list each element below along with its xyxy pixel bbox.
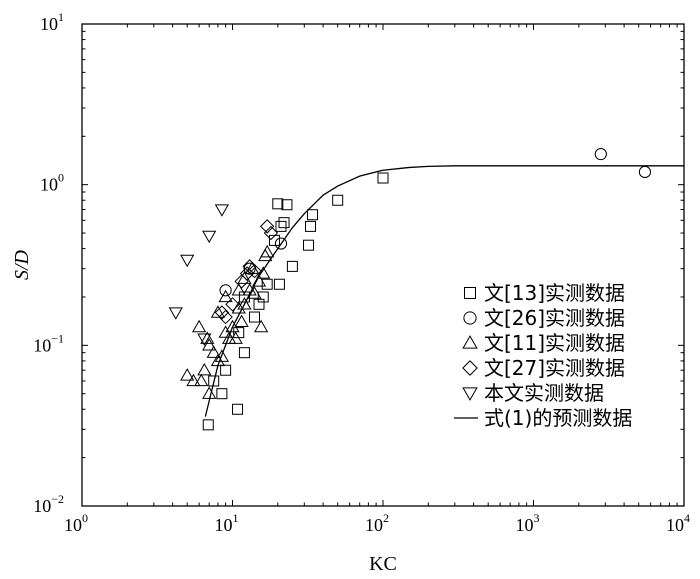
diamond-marker: [218, 309, 233, 325]
diamond-marker: [263, 225, 279, 241]
triangle-up-marker: [180, 368, 195, 381]
square-marker: [253, 298, 265, 310]
triangle-up-marker: [251, 274, 267, 287]
triangle-up-marker: [197, 362, 212, 376]
square-marker: [303, 239, 315, 251]
legend-triangle-down-swatch: [462, 387, 478, 401]
y-tick-label: 101: [40, 10, 64, 34]
x-tick-label: 102: [365, 511, 389, 535]
x-tick-label: 101: [215, 511, 239, 535]
triangle-up-marker: [228, 331, 243, 344]
y-axis-label: S/D: [11, 249, 33, 280]
triangle-up-marker: [202, 386, 217, 399]
y-tick-label: 100: [40, 171, 64, 195]
diamond-marker: [225, 297, 240, 312]
triangle-up-marker: [210, 353, 226, 367]
legend-label: 式(1)的预测数据: [484, 406, 632, 430]
square-marker: [306, 209, 318, 221]
square-marker: [248, 311, 260, 323]
legend-label: 文[13]实测数据: [484, 281, 625, 305]
legend-label: 文[26]实测数据: [484, 306, 625, 330]
y-tick-label: 10−1: [33, 331, 64, 355]
axis-ticks: [81, 24, 684, 507]
triangle-up-marker: [192, 319, 207, 333]
square-marker: [202, 419, 214, 431]
tick-labels: 100 101 102 103 104 10−2 10−1 100 101: [33, 10, 690, 535]
y-tick-label: 10−2: [33, 492, 64, 516]
square-marker: [273, 278, 285, 290]
legend-label: 本文实测数据: [484, 381, 604, 405]
legend-label: 文[11]实测数据: [484, 331, 625, 355]
square-marker: [208, 375, 220, 387]
triangle-down-marker: [214, 204, 229, 217]
legend-label: 文[27]实测数据: [484, 356, 625, 380]
legend-triangle-up-swatch: [462, 335, 478, 349]
square-marker: [286, 260, 298, 272]
square-marker: [220, 364, 232, 376]
data-markers: [168, 147, 652, 431]
diamond-marker: [259, 219, 275, 234]
triangle-up-marker: [194, 373, 209, 387]
triangle-down-marker: [180, 254, 195, 268]
plot-frame: [81, 23, 685, 507]
triangle-up-marker: [247, 286, 262, 299]
legend-circle-swatch: [463, 311, 477, 325]
triangle-up-marker: [234, 314, 249, 328]
legend: 文[13]实测数据文[26]实测数据文[11]实测数据文[27]实测数据本文实测…: [454, 281, 632, 430]
triangle-up-marker: [237, 271, 252, 284]
triangle-up-marker: [231, 283, 246, 296]
diamond-marker: [247, 263, 262, 279]
x-axis-label: KC: [369, 553, 397, 575]
diamond-marker: [214, 305, 230, 320]
triangle-up-marker: [237, 297, 252, 310]
x-tick-label: 100: [64, 511, 88, 535]
circle-marker: [219, 284, 232, 297]
legend-diamond-swatch: [462, 360, 478, 376]
triangle-down-marker: [168, 307, 183, 320]
square-marker: [332, 194, 344, 206]
square-marker: [238, 347, 250, 359]
triangle-up-marker: [218, 289, 233, 303]
triangle-up-marker: [206, 345, 221, 358]
square-marker: [281, 199, 293, 211]
triangle-up-marker: [202, 338, 217, 351]
legend-square-swatch: [464, 287, 476, 299]
prediction-curve: [204, 165, 684, 417]
triangle-down-marker: [202, 230, 217, 244]
circle-marker: [274, 237, 288, 250]
square-marker: [268, 234, 280, 246]
triangle-up-marker: [210, 305, 226, 318]
x-tick-label: 104: [666, 511, 690, 535]
square-marker: [377, 172, 389, 184]
triangle-up-marker: [260, 244, 275, 258]
triangle-up-marker: [254, 319, 269, 333]
square-marker: [261, 278, 273, 290]
square-marker: [275, 220, 287, 232]
square-marker: [216, 388, 228, 400]
square-marker: [232, 403, 244, 415]
triangle-up-marker: [258, 248, 273, 262]
square-marker: [278, 217, 290, 229]
triangle-up-marker: [214, 349, 229, 362]
x-tick-label: 103: [516, 511, 540, 535]
circle-marker: [594, 147, 607, 161]
square-marker: [305, 220, 317, 232]
circle-marker: [638, 165, 652, 179]
triangle-up-marker: [256, 266, 271, 279]
triangle-up-marker: [186, 373, 201, 387]
square-marker: [257, 291, 269, 303]
prediction-curve-layer: [204, 165, 684, 417]
square-marker: [272, 198, 284, 210]
triangle-down-marker: [197, 333, 212, 346]
